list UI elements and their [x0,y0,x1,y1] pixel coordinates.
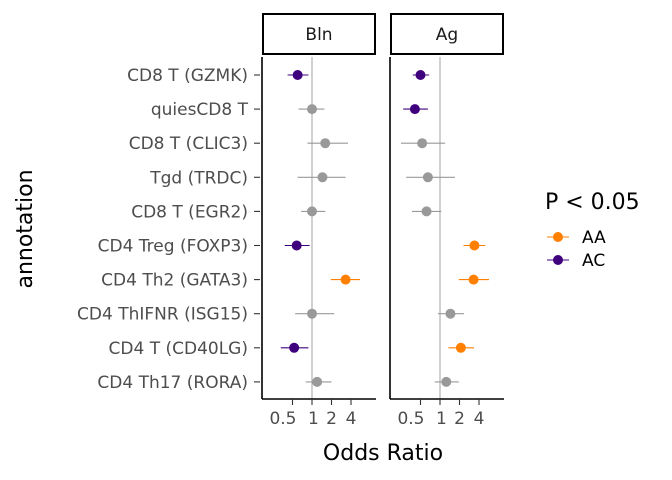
data-point [312,376,323,387]
legend-label: AC [582,251,605,271]
data-point [291,240,302,251]
data-point [289,342,300,353]
data-point [455,342,466,353]
data-point [292,70,303,80]
data-point [445,308,456,319]
x-tick-label: 0.5 [397,409,424,429]
y-tick-label: CD4 Th17 (RORA) [97,373,248,393]
data-point [307,104,317,115]
data-point [415,70,426,80]
x-tick-label: 0.5 [269,409,296,429]
data-point [468,274,479,285]
panel-ag: Ag 0.5 1 2 4 [389,13,504,429]
x-tick-label: 4 [474,409,485,429]
panel-strip [390,13,504,55]
y-tick-label: CD4 Treg (FOXP3) [98,237,248,257]
x-tick-label: 1 [436,409,447,429]
legend-title: P < 0.05 [545,190,640,215]
data-point [441,376,452,387]
legend-label: AA [582,228,606,248]
legend-key-point [553,255,563,265]
x-tick-label: 2 [326,409,337,429]
data-point [417,138,428,149]
y-tick-label: CD8 T (EGR2) [131,202,248,222]
y-axis-labels: CD8 T (GZMK) quiesCD8 T CD8 T (CLIC3) Tgd (… [77,66,260,393]
data-point [307,206,317,217]
y-tick-label: CD4 Th2 (GATA3) [101,271,248,291]
data-point [340,274,351,285]
data-point [421,206,432,217]
y-axis-title: annotation [13,169,38,288]
y-tick-label: Tgd (TRDC) [149,168,248,188]
data-point [469,240,480,251]
y-tick-label: CD8 T (CLIC3) [129,134,248,154]
x-axis-title: Odds Ratio [323,441,443,466]
y-tick-label: CD8 T (GZMK) [127,66,248,86]
panel-strip-label: Ag [436,25,458,45]
data-point [317,172,328,183]
x-tick-label: 4 [346,409,357,429]
data-point [409,104,420,115]
legend: P < 0.05 AA AC [545,190,640,271]
panel-strip-label: Bln [305,25,332,45]
data-point [422,172,433,183]
panel-strip [262,13,376,55]
x-tick-label: 2 [454,409,465,429]
data-point [320,138,331,149]
data-point [307,308,317,319]
legend-key-point [553,232,563,242]
y-tick-label: CD4 ThIFNR (ISG15) [77,305,248,325]
y-tick-label: CD4 T (CD40LG) [109,339,248,359]
panel-bln: Bln 0.5 1 2 4 [261,13,376,429]
x-tick-label: 1 [308,409,319,429]
y-tick-label: quiesCD8 T [151,100,249,120]
